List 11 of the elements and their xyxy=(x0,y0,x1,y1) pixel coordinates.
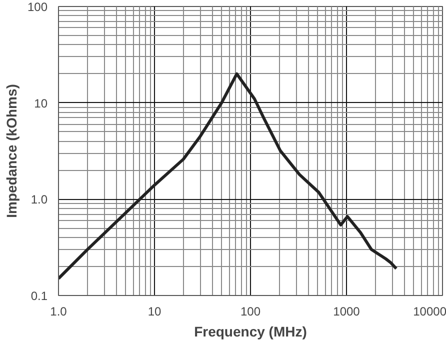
y-tick-label: 100 xyxy=(27,0,48,14)
x-axis-title: Frequency (MHz) xyxy=(194,324,307,340)
y-axis-title: Impedance (kOhms) xyxy=(3,84,20,218)
y-tick-label: 0.1 xyxy=(30,289,48,303)
y-tick-label: 10 xyxy=(34,96,48,110)
x-tick-label: 10 xyxy=(148,304,162,318)
x-tick-label: 10000 xyxy=(413,304,446,318)
x-tick-label: 1.0 xyxy=(50,304,68,318)
x-tick-label: 1000 xyxy=(333,304,360,318)
x-tick-label: 100 xyxy=(240,304,261,318)
y-tick-label: 1.0 xyxy=(30,192,48,207)
